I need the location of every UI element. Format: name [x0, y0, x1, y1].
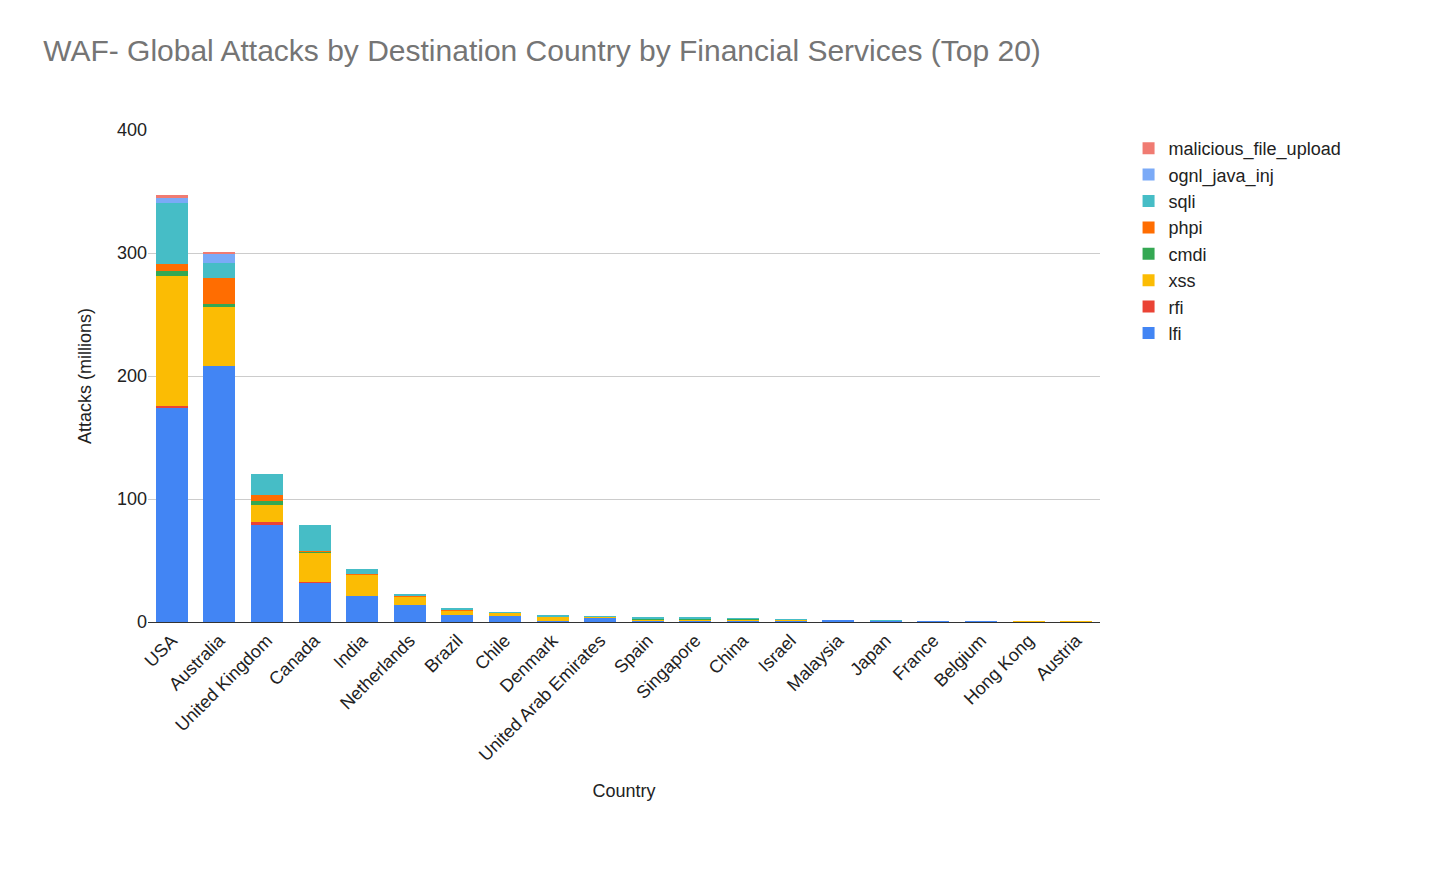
svg-text:Israel: Israel: [755, 631, 800, 676]
svg-text:Belgium: Belgium: [930, 631, 990, 691]
svg-text:Chile: Chile: [471, 631, 514, 674]
svg-text:Canada: Canada: [265, 630, 324, 689]
svg-text:rfi: rfi: [1169, 298, 1184, 318]
svg-text:400: 400: [117, 120, 147, 140]
svg-text:Hong Kong: Hong Kong: [960, 631, 1038, 709]
svg-text:USA: USA: [141, 631, 181, 671]
svg-text:Brazil: Brazil: [421, 631, 467, 677]
svg-text:malicious_file_upload: malicious_file_upload: [1169, 139, 1341, 160]
svg-text:Attacks (millions): Attacks (millions): [75, 308, 95, 444]
svg-text:Country: Country: [592, 781, 655, 801]
svg-text:sqli: sqli: [1169, 192, 1196, 212]
svg-text:Japan: Japan: [846, 631, 895, 680]
svg-text:100: 100: [117, 489, 147, 509]
svg-text:ognl_java_inj: ognl_java_inj: [1169, 166, 1274, 187]
svg-text:WAF- Global Attacks by Destina: WAF- Global Attacks by Destination Count…: [43, 34, 1041, 67]
svg-text:Denmark: Denmark: [496, 630, 562, 696]
svg-text:Australia: Australia: [165, 630, 229, 694]
svg-text:xss: xss: [1169, 271, 1196, 291]
svg-text:France: France: [889, 631, 943, 685]
svg-text:Singapore: Singapore: [632, 631, 704, 703]
svg-text:Austria: Austria: [1032, 630, 1086, 684]
svg-text:300: 300: [117, 243, 147, 263]
svg-text:China: China: [705, 630, 753, 678]
svg-text:United Arab Emirates: United Arab Emirates: [475, 631, 609, 765]
svg-text:Netherlands: Netherlands: [336, 631, 419, 714]
svg-text:200: 200: [117, 366, 147, 386]
svg-text:phpi: phpi: [1169, 218, 1203, 238]
svg-text:lfi: lfi: [1169, 324, 1182, 344]
svg-text:Malaysia: Malaysia: [783, 630, 848, 695]
svg-text:India: India: [330, 630, 372, 672]
svg-text:United Kingdom: United Kingdom: [171, 631, 276, 736]
svg-text:0: 0: [137, 612, 147, 632]
svg-text:Spain: Spain: [610, 631, 657, 678]
svg-text:cmdi: cmdi: [1169, 245, 1207, 265]
